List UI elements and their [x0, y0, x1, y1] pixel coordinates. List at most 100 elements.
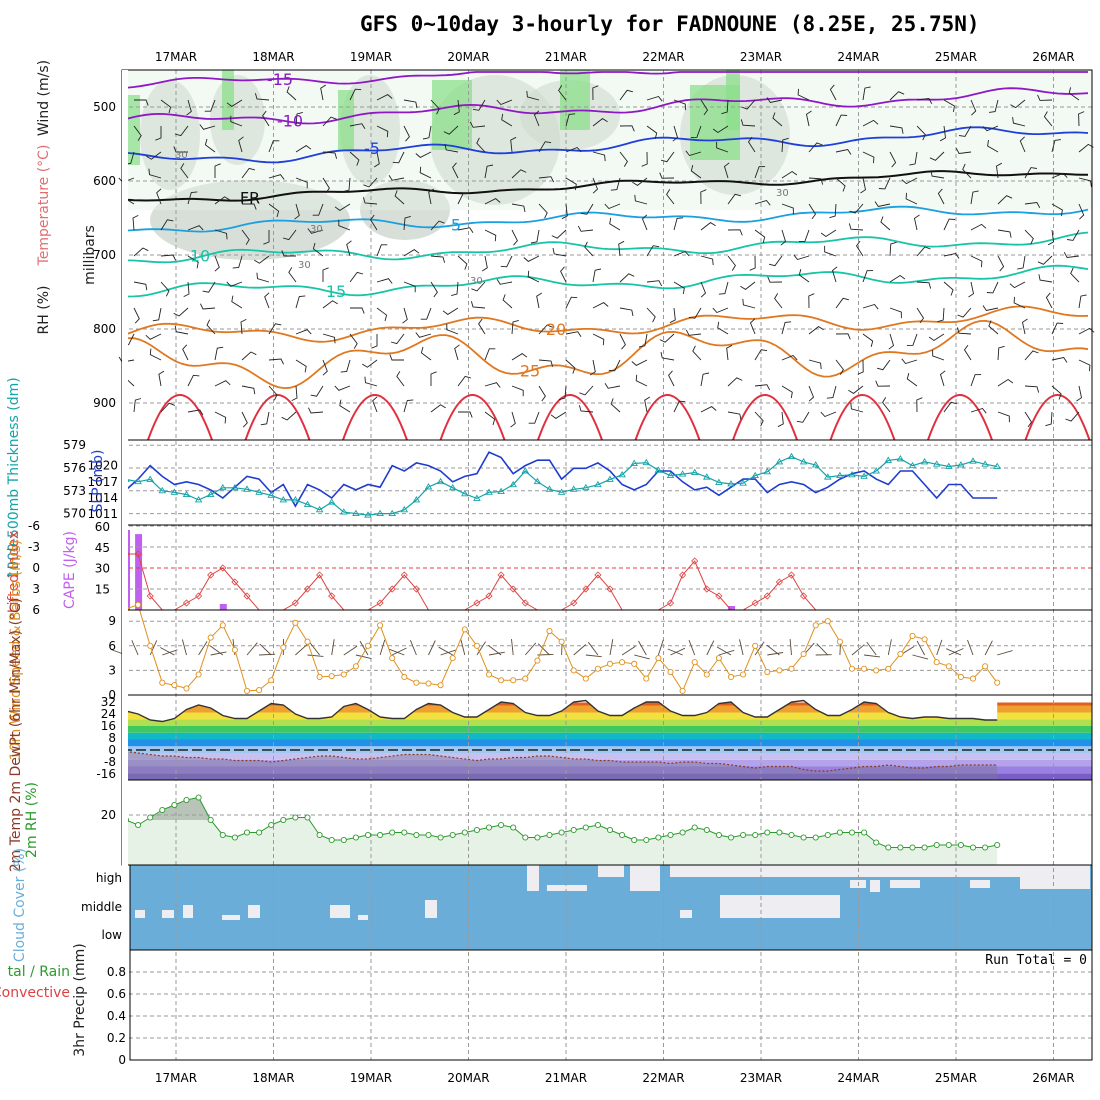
bottom-day-label: 17MAR [155, 1071, 197, 1085]
lifted-index-point [594, 571, 602, 579]
wind-speed-point [207, 634, 214, 641]
rh-area [126, 797, 998, 865]
temperature-band [122, 773, 1092, 780]
wind-barb [970, 223, 987, 231]
wind-barb [930, 170, 945, 179]
wind-barb [808, 326, 824, 335]
wind-barb [646, 95, 663, 102]
wind-speed-point [534, 657, 541, 664]
wind-barb [1078, 359, 1091, 372]
lifted-index-point [146, 592, 154, 600]
wind-barb [484, 198, 501, 205]
wind-barb-10m [309, 642, 320, 656]
wind-barb [256, 272, 270, 283]
cloud-gap [680, 910, 692, 918]
wind-barb [1078, 111, 1085, 127]
wind-barb-10m [343, 645, 358, 656]
wind-barb [796, 411, 810, 423]
thickness-line [125, 455, 998, 516]
wind-barb [263, 230, 270, 245]
rh-point [570, 826, 577, 834]
wind-barb [268, 140, 280, 153]
wind-barb-10m [688, 639, 696, 656]
rh-point [582, 824, 589, 831]
thickness-point [666, 471, 675, 479]
wind-barb [578, 405, 594, 413]
wind-barb [610, 177, 621, 191]
wind-barb [307, 407, 324, 414]
lifted-index-point [606, 585, 614, 593]
li-tick-label: -6 [28, 519, 40, 533]
wind-barb [339, 399, 351, 413]
wind-barb [565, 146, 582, 153]
wind-barb [943, 401, 958, 413]
temp-tick-label: 8 [108, 731, 116, 745]
wind-barb [712, 125, 729, 134]
wind-barb [1024, 350, 1039, 361]
temp-tick-label: 32 [101, 695, 116, 709]
wind-barb-10m [864, 654, 881, 658]
thickness-point [170, 488, 179, 495]
wind-barb [901, 177, 918, 185]
rh-point [195, 794, 202, 801]
wind-barb [808, 293, 815, 309]
wind-barb [254, 93, 270, 101]
wind-barb [638, 333, 648, 348]
wind-barb [970, 190, 979, 205]
bottom-day-label: 25MAR [935, 1071, 977, 1085]
thickness-point [219, 483, 227, 491]
wind-barb [471, 281, 486, 292]
wind-barb [1076, 385, 1083, 402]
wind-barb-10m [392, 647, 407, 656]
wind-speed-point [292, 619, 299, 626]
wind-barb-10m [537, 643, 550, 656]
thickness-point [896, 455, 905, 462]
wind-barb [403, 399, 414, 413]
wind-barb [458, 411, 473, 418]
top-day-label: 22MAR [642, 50, 684, 64]
rh-point [764, 829, 771, 836]
wind-barb-10m [716, 646, 732, 656]
rh-high-area [560, 70, 590, 130]
thickness-point [932, 460, 941, 467]
thickness-point [424, 483, 433, 490]
wind-barb-10m [754, 641, 765, 656]
wind-barb-10m [585, 654, 602, 658]
wind-barb [481, 255, 488, 272]
wind-barb [430, 99, 440, 115]
wind-barb [939, 370, 946, 387]
wind-speed-point [606, 660, 614, 667]
wind-barb [970, 374, 982, 387]
wind-tick-label: 6 [108, 639, 116, 653]
wind-speed-point [679, 687, 686, 694]
wind-barb [688, 307, 702, 319]
thickness-point [860, 472, 868, 479]
thickness-tick-label: 573 [63, 484, 86, 498]
wind-barb-10m [587, 641, 599, 656]
wind-barb [552, 247, 567, 257]
wind-speed-point [594, 665, 601, 672]
cloud-gap [330, 905, 350, 918]
thickness-point [957, 461, 965, 468]
thickness-tick-label: 570 [63, 507, 86, 521]
wind-speed-point [582, 675, 589, 682]
lifted-index-point [412, 585, 420, 593]
precip-tick-label: 0.6 [107, 987, 126, 1001]
wind-barb [1078, 327, 1095, 335]
wind-barb [1024, 229, 1034, 245]
wind-barb [343, 177, 351, 193]
temp-tick-label: -8 [104, 755, 116, 769]
temperature-contour [121, 71, 1088, 89]
wind-barb [592, 177, 599, 194]
cape-tick-label: 60 [95, 520, 110, 534]
wind-barb [160, 402, 175, 413]
wind-barb [396, 371, 405, 387]
wind-barb [226, 99, 243, 107]
rh-point [788, 831, 795, 839]
li-tick-label: 0 [32, 561, 40, 575]
wind-barb [133, 307, 140, 324]
wind-speed-point [740, 671, 747, 678]
thickness-point [594, 480, 602, 488]
rh-point [606, 826, 614, 834]
wind-speed-point [643, 675, 650, 682]
